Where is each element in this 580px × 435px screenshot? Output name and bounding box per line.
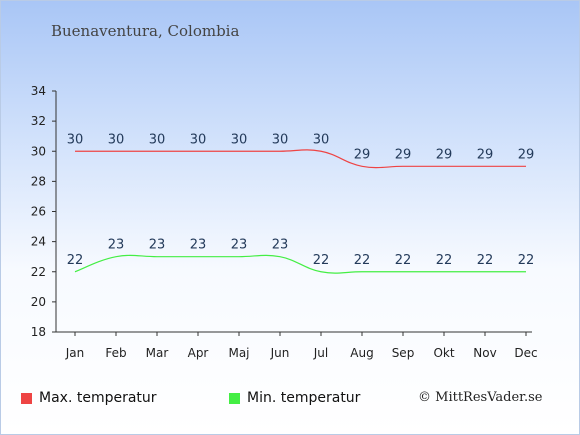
legend-label-max: Max. temperatur	[39, 390, 157, 406]
data-label-max: 29	[354, 147, 371, 162]
x-tick-label: Maj	[228, 346, 249, 360]
x-tick-label: Jan	[65, 346, 85, 360]
x-tick-label: Okt	[433, 346, 454, 360]
data-label-min: 23	[272, 238, 289, 253]
data-label-max: 30	[108, 132, 125, 147]
x-tick-label: Feb	[105, 346, 126, 360]
data-label-max: 30	[313, 132, 330, 147]
legend-item-max: Max. temperatur	[21, 390, 157, 406]
y-tick-label: 22	[31, 265, 46, 279]
series-lines	[74, 149, 526, 274]
copyright-notice: © MittResVader.se	[418, 390, 543, 405]
data-label-max: 30	[190, 132, 207, 147]
x-tick-label: Aug	[350, 346, 373, 360]
data-label-min: 23	[231, 238, 248, 253]
data-label-min: 22	[477, 253, 494, 268]
data-label-max: 29	[518, 147, 535, 162]
series-line-min	[74, 254, 526, 274]
data-label-min: 22	[518, 253, 535, 268]
axes: 18 20 22 24 26 28 30 32 34 Jan Feb Mar Apr Maj Jun Jul A…	[31, 84, 538, 360]
y-tick-label: 30	[31, 144, 46, 158]
y-tick-label: 32	[31, 114, 46, 128]
y-tick-label: 20	[31, 295, 46, 309]
data-label-max: 29	[477, 147, 494, 162]
legend-item-min: Min. temperatur	[229, 390, 360, 406]
legend-swatch-min	[229, 392, 240, 404]
data-label-min: 22	[313, 253, 330, 268]
data-label-min: 22	[395, 253, 412, 268]
y-tick-label: 26	[31, 205, 46, 219]
data-label-min: 22	[354, 253, 371, 268]
data-label-min: 23	[108, 238, 125, 253]
data-label-max: 30	[149, 132, 166, 147]
data-label-max: 29	[395, 147, 412, 162]
x-tick-label: Mar	[146, 346, 169, 360]
x-tick-label: Jul	[313, 346, 328, 360]
x-tick-label: Apr	[188, 346, 209, 360]
data-label-max: 30	[231, 132, 248, 147]
x-tick-label: Dec	[514, 346, 537, 360]
data-label-max: 30	[272, 132, 289, 147]
data-label-max: 30	[67, 132, 84, 147]
y-tick-label: 28	[31, 174, 46, 188]
x-tick-label: Sep	[392, 346, 415, 360]
data-label-min: 23	[149, 238, 166, 253]
data-label-min: 22	[436, 253, 453, 268]
x-tick-label: Nov	[473, 346, 496, 360]
data-label-max: 29	[436, 147, 453, 162]
y-tick-label: 34	[31, 84, 46, 98]
data-label-min: 22	[67, 253, 84, 268]
y-tick-label: 24	[31, 235, 46, 249]
x-tick-label: Jun	[270, 346, 290, 360]
legend-swatch-max	[21, 392, 32, 404]
series-line-max	[75, 149, 526, 169]
y-tick-label: 18	[31, 325, 46, 339]
data-labels: 30 30 30 30 30 30 30 29 29 29 29 29 22 23 23 23 23 23 22 22…	[67, 132, 535, 268]
legend-label-min: Min. temperatur	[247, 390, 361, 406]
data-label-min: 23	[190, 238, 207, 253]
location-title: Buenaventura, Colombia	[51, 22, 240, 40]
